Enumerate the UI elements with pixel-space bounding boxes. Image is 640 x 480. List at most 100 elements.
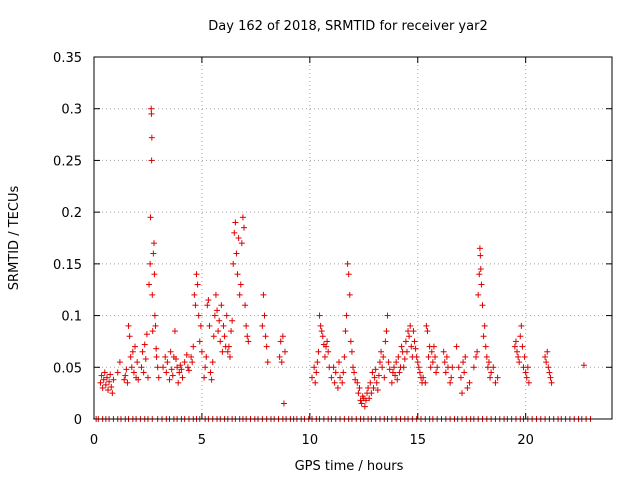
data-point bbox=[402, 338, 409, 345]
data-point bbox=[441, 359, 448, 366]
data-point bbox=[319, 333, 326, 340]
data-point bbox=[148, 134, 155, 141]
data-point bbox=[386, 366, 393, 373]
data-point bbox=[545, 364, 552, 371]
data-point bbox=[337, 374, 344, 381]
y-axis-label: SRMTID / TECUs bbox=[7, 186, 22, 291]
data-point bbox=[391, 364, 398, 371]
data-point bbox=[427, 364, 434, 371]
data-point bbox=[149, 291, 156, 298]
data-point bbox=[147, 214, 154, 221]
data-point bbox=[108, 383, 115, 390]
data-point bbox=[403, 348, 410, 355]
data-point bbox=[127, 353, 134, 360]
data-point bbox=[442, 369, 449, 376]
data-point bbox=[423, 322, 430, 329]
data-point bbox=[263, 343, 270, 350]
data-point bbox=[193, 271, 200, 278]
data-point bbox=[424, 328, 431, 335]
data-point bbox=[116, 359, 123, 366]
x-tick-label: 10 bbox=[302, 433, 319, 448]
data-point bbox=[518, 322, 525, 329]
data-point bbox=[106, 378, 113, 385]
data-point bbox=[476, 271, 483, 278]
x-tick-label: 0 bbox=[90, 433, 98, 448]
data-point bbox=[516, 359, 523, 366]
data-point bbox=[129, 348, 136, 355]
data-point bbox=[151, 240, 158, 247]
data-point bbox=[114, 369, 121, 376]
data-point bbox=[488, 369, 495, 376]
data-point bbox=[542, 353, 549, 360]
data-point bbox=[546, 369, 553, 376]
data-point bbox=[152, 322, 159, 329]
data-point bbox=[228, 328, 235, 335]
data-point bbox=[395, 353, 402, 360]
data-point bbox=[321, 353, 328, 360]
data-point bbox=[149, 328, 156, 335]
data-point bbox=[411, 338, 418, 345]
data-point bbox=[415, 364, 422, 371]
data-point bbox=[217, 338, 224, 345]
data-point bbox=[405, 328, 412, 335]
data-point bbox=[398, 343, 405, 350]
data-point bbox=[178, 366, 185, 373]
data-point bbox=[440, 348, 447, 355]
data-point bbox=[259, 322, 266, 329]
data-point bbox=[123, 366, 130, 373]
data-point bbox=[226, 353, 233, 360]
data-point bbox=[126, 333, 133, 340]
data-point bbox=[184, 364, 191, 371]
data-point bbox=[376, 359, 383, 366]
data-point bbox=[207, 369, 214, 376]
data-point bbox=[225, 343, 232, 350]
data-point bbox=[355, 390, 362, 397]
data-point bbox=[517, 333, 524, 340]
data-point bbox=[481, 322, 488, 329]
data-point bbox=[206, 322, 213, 329]
data-point bbox=[455, 364, 462, 371]
data-point bbox=[372, 366, 379, 373]
data-point bbox=[385, 359, 392, 366]
data-point bbox=[202, 364, 209, 371]
data-point bbox=[483, 353, 490, 360]
data-point bbox=[308, 374, 315, 381]
data-point bbox=[214, 307, 221, 314]
data-point bbox=[461, 369, 468, 376]
data-point bbox=[580, 362, 587, 369]
data-point bbox=[330, 364, 337, 371]
data-point bbox=[335, 359, 342, 366]
y-tick-label: 0.3 bbox=[61, 103, 82, 118]
data-point bbox=[323, 343, 330, 350]
data-point bbox=[277, 338, 284, 345]
data-point bbox=[219, 348, 226, 355]
data-point bbox=[422, 379, 429, 386]
y-tick-label: 0 bbox=[74, 413, 82, 428]
data-point bbox=[416, 369, 423, 376]
data-point bbox=[212, 291, 219, 298]
y-tick-label: 0.1 bbox=[61, 310, 82, 325]
data-point bbox=[194, 281, 201, 288]
data-point bbox=[99, 384, 106, 391]
data-point bbox=[160, 364, 167, 371]
data-point bbox=[218, 302, 225, 309]
data-point bbox=[380, 353, 387, 360]
data-point bbox=[181, 359, 188, 366]
data-point bbox=[197, 322, 204, 329]
data-point bbox=[492, 379, 499, 386]
data-point bbox=[101, 369, 108, 376]
data-points bbox=[93, 105, 594, 422]
data-point bbox=[191, 291, 198, 298]
data-point bbox=[128, 364, 135, 371]
data-point bbox=[464, 384, 471, 391]
data-point bbox=[232, 219, 239, 226]
data-point bbox=[325, 348, 332, 355]
data-point bbox=[350, 364, 356, 371]
data-point bbox=[188, 353, 195, 360]
data-point bbox=[351, 369, 358, 376]
data-point bbox=[430, 343, 437, 350]
data-point bbox=[143, 331, 150, 338]
data-point bbox=[260, 291, 267, 298]
data-point bbox=[392, 372, 399, 379]
data-point bbox=[122, 372, 129, 379]
